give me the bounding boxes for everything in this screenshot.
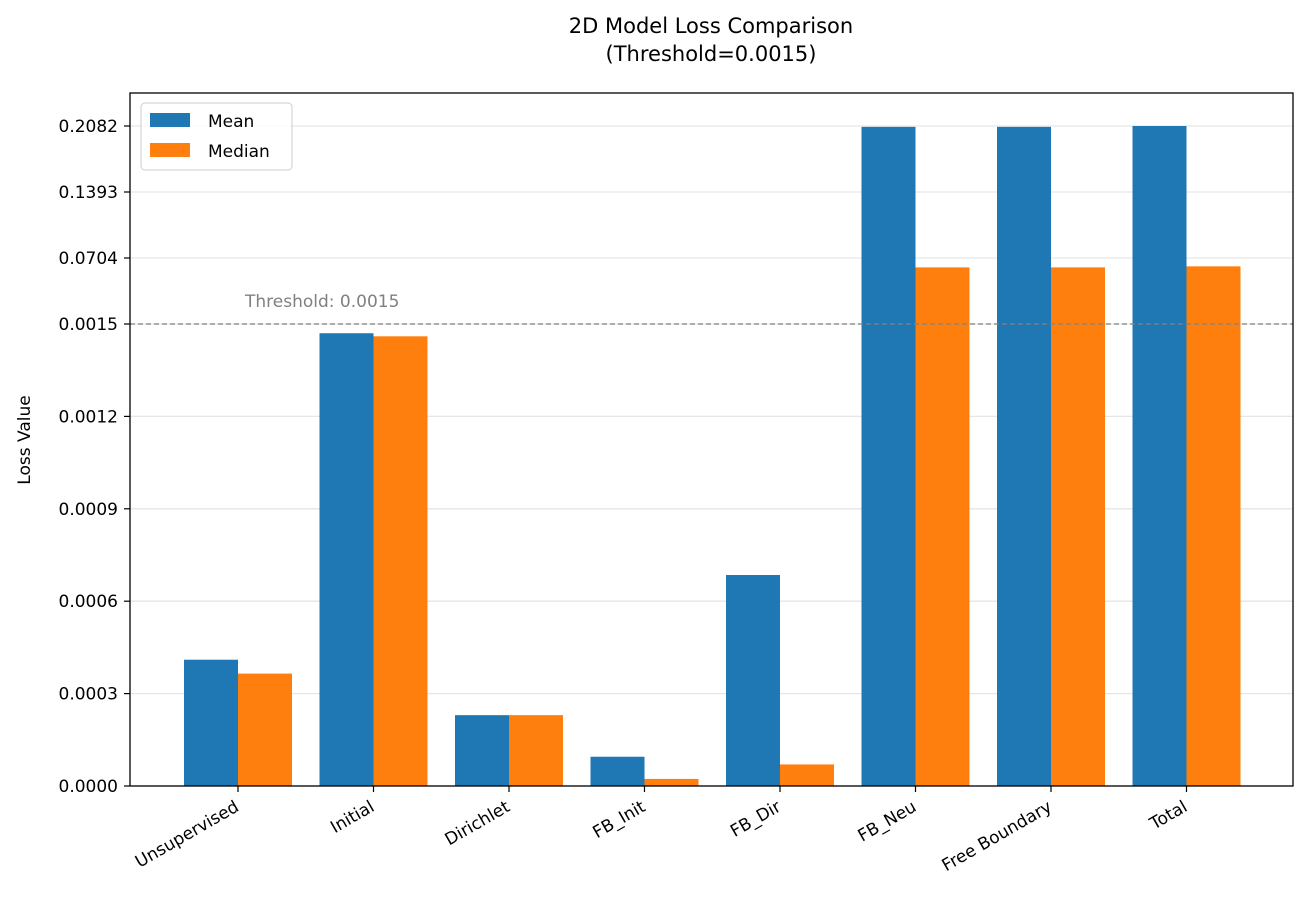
- y-tick-label: 0.0003: [59, 685, 118, 705]
- bar-median-total: [1186, 266, 1241, 786]
- bar-mean-free-boundary: [997, 126, 1051, 786]
- y-tick-label: 0.0006: [59, 592, 118, 612]
- bar-mean-fb_neu: [861, 126, 916, 786]
- x-tick-label: FB_Init: [590, 797, 650, 843]
- bar-mean-fb_dir: [726, 575, 780, 786]
- legend-swatch-median: [150, 143, 190, 157]
- x-tick-label: Free Boundary: [939, 797, 1056, 876]
- bar-mean-fb_init: [590, 756, 645, 786]
- bar-median-dirichlet: [509, 715, 563, 786]
- x-tick-label: Dirichlet: [442, 797, 514, 850]
- bar-mean-unsupervised: [184, 659, 238, 786]
- bar-median-initial: [373, 336, 428, 786]
- x-tick-label: FB_Dir: [727, 797, 784, 842]
- y-axis-label: Loss Value: [15, 395, 35, 484]
- bar-mean-total: [1132, 126, 1187, 786]
- y-tick-label: 0.0012: [59, 407, 118, 427]
- y-tick-label: 0.0009: [59, 500, 118, 520]
- bar-mean-initial: [319, 333, 374, 786]
- bar-median-unsupervised: [238, 673, 292, 786]
- bar-median-fb_init: [644, 778, 699, 786]
- bar-median-free-boundary: [1051, 267, 1105, 786]
- bar-median-fb_dir: [780, 764, 834, 786]
- y-tick-label: 0.0015: [59, 315, 118, 335]
- x-tick-label: Total: [1146, 797, 1191, 835]
- y-tick-label: 0.1393: [59, 183, 118, 203]
- chart-title-line-1: 2D Model Loss Comparison: [569, 14, 853, 38]
- legend-label-mean: Mean: [208, 112, 254, 132]
- legend-label-median: Median: [208, 142, 270, 162]
- plot-frame: [129, 92, 1294, 787]
- bar-mean-dirichlet: [455, 715, 509, 786]
- y-tick-label: 0.0704: [59, 249, 118, 269]
- y-tick-label: 0.0000: [59, 777, 118, 797]
- threshold-annotation: Threshold: 0.0015: [244, 292, 399, 312]
- x-tick-label: Initial: [327, 797, 378, 838]
- y-tick-label: 0.2082: [59, 117, 118, 137]
- bar-median-fb_neu: [915, 267, 970, 786]
- chart-title-line-2: (Threshold=0.0015): [606, 42, 817, 66]
- x-tick-label: Unsupervised: [132, 797, 242, 872]
- legend-swatch-mean: [150, 113, 190, 127]
- x-tick-label: FB_Neu: [855, 797, 920, 846]
